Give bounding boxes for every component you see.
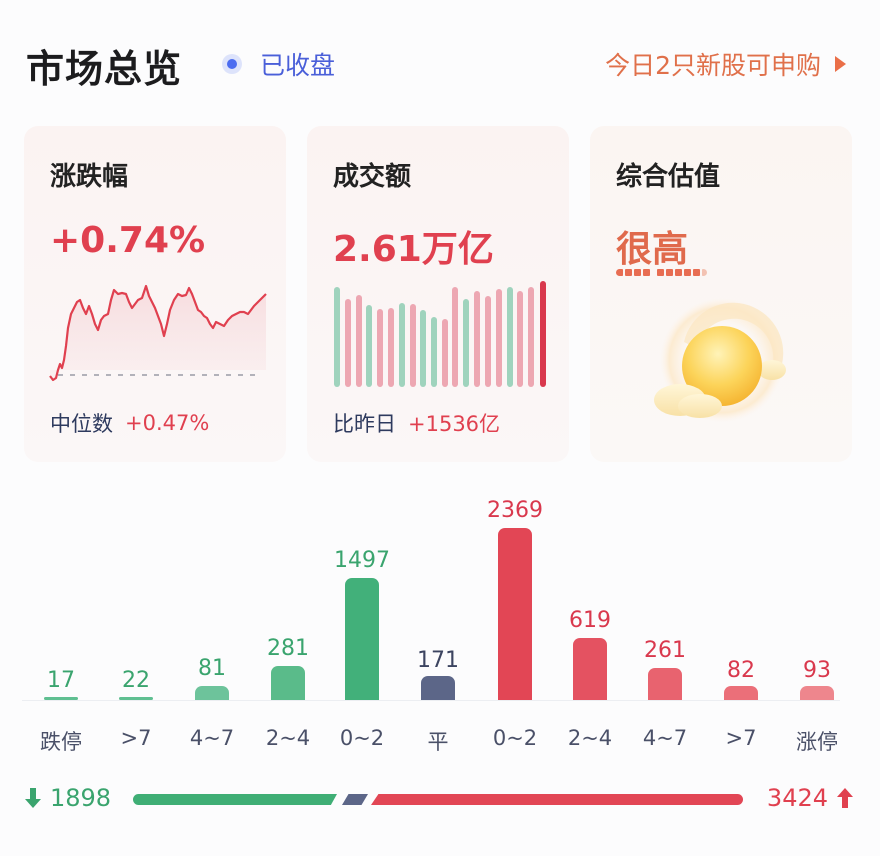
turnover-label: 成交额 (333, 162, 412, 192)
market-status: 已收盘 (222, 46, 335, 82)
arrow-up-icon (837, 788, 853, 808)
ipo-link-label: 今日2只新股可申购 (605, 51, 821, 80)
advance-decline-bar: 1898 3424 (0, 780, 880, 820)
bar-down-4-7[interactable] (195, 686, 229, 700)
vs-yesterday-value: +1536亿 (408, 412, 501, 436)
play-arrow-icon (835, 56, 846, 72)
valuation-label: 综合估值 (616, 162, 721, 192)
bar-up-gt7[interactable] (724, 686, 758, 700)
bar-up-0-2[interactable] (498, 528, 532, 700)
change-value: +0.74% (50, 220, 206, 261)
value-flat: 171 (417, 648, 459, 673)
bar-down-2-4[interactable] (271, 666, 305, 700)
label-down-gt7: >7 (120, 726, 152, 750)
advancers-segment (371, 794, 743, 805)
header: 市场总览 已收盘 今日2只新股可申购 (0, 0, 880, 120)
status-text: 已收盘 (260, 51, 336, 80)
bar-up-2-4[interactable] (573, 638, 607, 700)
median-row: 中位数 +0.47% (50, 408, 209, 438)
label-up-gt7: >7 (725, 726, 757, 750)
value-down-4-7: 81 (198, 656, 226, 681)
value-down-0-2: 1497 (334, 548, 390, 573)
bar-down-gt7[interactable] (119, 697, 153, 700)
label-down-4-7: 4~7 (189, 726, 235, 750)
value-down-gt7: 22 (122, 668, 150, 693)
turnover-card[interactable]: 成交额 2.61万亿 比昨日 +1536亿 (307, 126, 569, 462)
bar-down-0-2[interactable] (345, 578, 379, 700)
sun-weather-icon (654, 298, 786, 422)
volume-bar-chart (334, 281, 546, 387)
change-label: 涨跌幅 (50, 162, 129, 192)
label-limit-down: 跌停 (40, 730, 82, 754)
median-label: 中位数 (50, 412, 113, 436)
value-up-gt7: 82 (727, 658, 755, 683)
median-value: +0.47% (125, 411, 210, 435)
bar-up-4-7[interactable] (648, 668, 682, 700)
decliners: 1898 (24, 784, 111, 812)
advancers-count: 3424 (766, 784, 828, 812)
decliners-count: 1898 (50, 784, 112, 812)
valuation-value: 很高 (616, 229, 689, 270)
bar-limit-up[interactable] (800, 686, 834, 700)
value-up-2-4: 619 (569, 608, 611, 633)
label-down-0-2: 0~2 (339, 726, 385, 750)
change-distribution-chart: 17 跌停 22 >7 81 4~7 281 2~4 1497 0~2 171 … (0, 490, 880, 770)
label-up-0-2: 0~2 (492, 726, 538, 750)
label-flat: 平 (427, 730, 449, 754)
arrow-down-icon (25, 788, 41, 808)
status-dot-icon (222, 54, 242, 74)
label-up-2-4: 2~4 (567, 726, 613, 750)
decliners-segment (133, 794, 337, 805)
advancers: 3424 (767, 784, 854, 812)
bar-flat[interactable] (421, 676, 455, 700)
value-down-2-4: 281 (267, 636, 309, 661)
bar-limit-down[interactable] (44, 697, 78, 700)
value-up-4-7: 261 (644, 638, 686, 663)
value-up-0-2: 2369 (487, 498, 543, 523)
label-limit-up: 涨停 (796, 730, 838, 754)
vs-yesterday-row: 比昨日 +1536亿 (333, 408, 500, 438)
value-limit-up: 93 (803, 658, 831, 683)
flat-segment (342, 794, 368, 805)
label-up-4-7: 4~7 (642, 726, 688, 750)
page-title: 市场总览 (26, 47, 183, 91)
vs-yesterday-label: 比昨日 (333, 412, 396, 436)
turnover-value: 2.61万亿 (333, 229, 494, 270)
valuation-card[interactable]: 综合估值 很高 (590, 126, 852, 462)
change-card[interactable]: 涨跌幅 +0.74% 中位数 +0.47% (24, 126, 286, 462)
label-down-2-4: 2~4 (265, 726, 311, 750)
chart-baseline (22, 700, 840, 701)
value-limit-down: 17 (47, 668, 75, 693)
intraday-sparkline (49, 284, 267, 382)
ipo-subscribe-link[interactable]: 今日2只新股可申购 (605, 46, 846, 82)
valuation-level-indicator (616, 269, 709, 276)
